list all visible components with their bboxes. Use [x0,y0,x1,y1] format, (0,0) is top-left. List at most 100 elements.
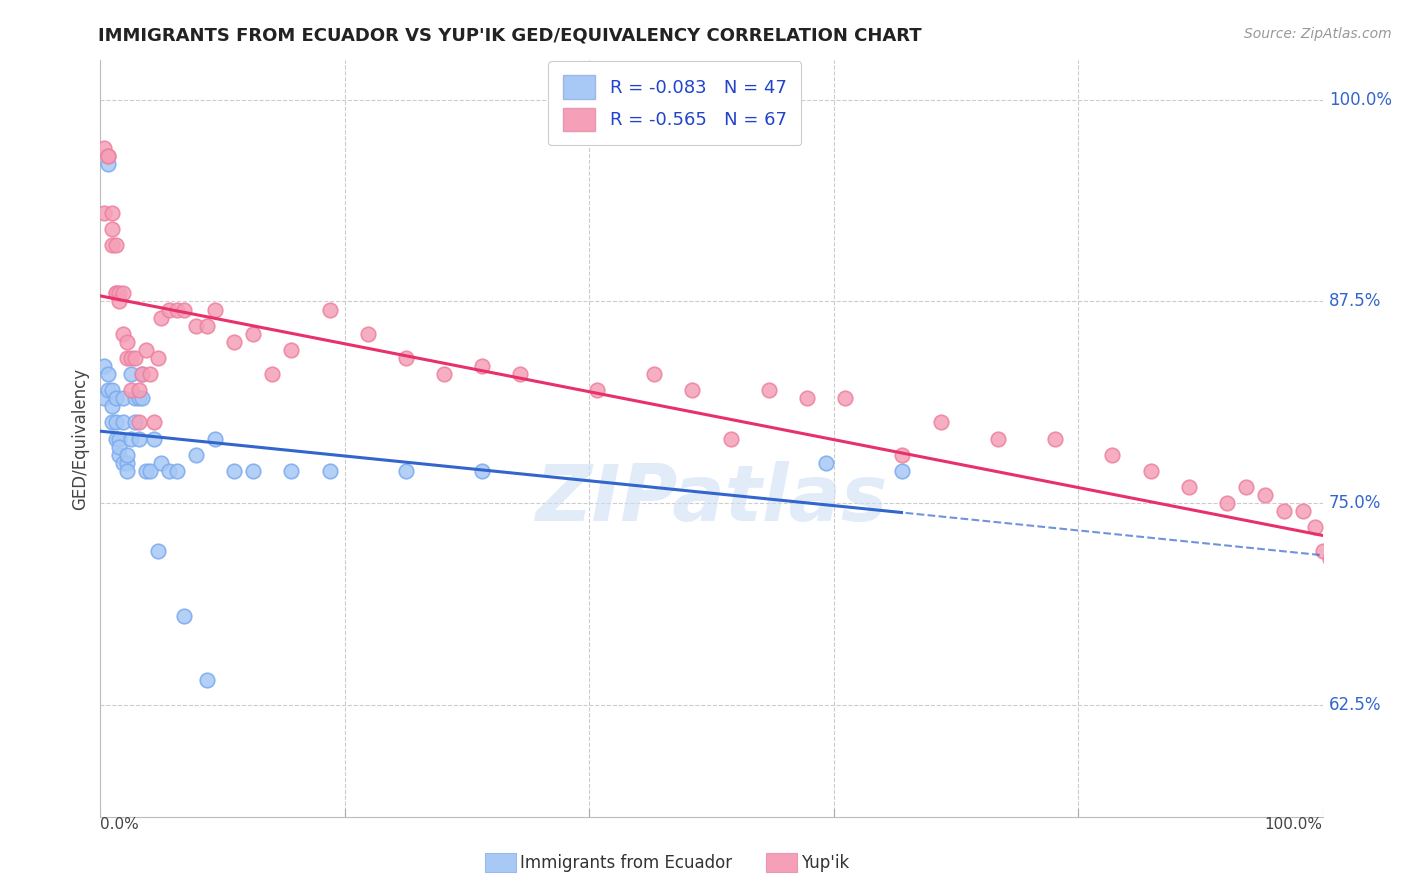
Text: Yup'ik: Yup'ik [801,854,849,871]
Point [1303,520,1326,534]
Point [195,673,218,688]
Point [318,302,340,317]
Point [112,326,135,341]
Point [1330,786,1353,800]
Point [115,334,138,349]
Point [120,367,142,381]
Text: 100.0%: 100.0% [1329,91,1392,109]
Point [280,343,302,357]
Point [139,464,162,478]
Point [97,157,120,171]
Point [891,448,914,462]
Point [1178,480,1201,494]
Point [131,391,153,405]
Text: 75.0%: 75.0% [1329,494,1381,512]
Point [166,302,188,317]
Point [796,391,818,405]
Point [93,391,115,405]
Point [318,464,340,478]
Point [108,440,131,454]
Point [242,464,264,478]
Point [101,383,124,397]
Point [146,544,169,558]
Point [471,359,494,373]
Point [891,464,914,478]
Point [1234,480,1257,494]
Point [97,367,120,381]
Point [104,286,127,301]
Point [128,416,150,430]
Point [1319,552,1341,566]
Point [173,302,195,317]
Point [108,294,131,309]
Point [101,222,124,236]
Point [222,334,245,349]
Point [97,383,120,397]
Point [184,448,207,462]
Point [142,416,165,430]
Point [93,206,115,220]
Point [131,367,153,381]
Point [135,343,157,357]
Point [101,238,124,252]
Point [128,432,150,446]
Point [222,464,245,478]
Legend: R = -0.083   N = 47, R = -0.565   N = 67: R = -0.083 N = 47, R = -0.565 N = 67 [548,61,801,145]
Text: IMMIGRANTS FROM ECUADOR VS YUP'IK GED/EQUIVALENCY CORRELATION CHART: IMMIGRANTS FROM ECUADOR VS YUP'IK GED/EQ… [98,27,922,45]
Point [104,391,127,405]
Point [108,432,131,446]
Point [115,456,138,470]
Point [97,149,120,163]
Text: Immigrants from Ecuador: Immigrants from Ecuador [520,854,733,871]
Point [1323,568,1346,582]
Point [1216,496,1239,510]
Y-axis label: GED/Equivalency: GED/Equivalency [72,368,89,509]
Point [262,367,284,381]
Point [586,383,609,397]
Point [139,367,162,381]
Point [128,391,150,405]
Point [184,318,207,333]
Point [471,464,494,478]
Point [115,464,138,478]
Point [157,302,180,317]
Point [929,416,952,430]
Point [120,351,142,365]
Point [112,286,135,301]
Point [112,391,135,405]
Point [115,448,138,462]
Point [135,464,157,478]
Text: 0.0%: 0.0% [100,817,139,832]
Text: 87.5%: 87.5% [1329,293,1381,310]
Point [142,432,165,446]
Point [97,149,120,163]
Point [112,456,135,470]
Point [173,608,195,623]
Point [104,432,127,446]
Point [120,383,142,397]
Point [720,432,742,446]
Text: Source: ZipAtlas.com: Source: ZipAtlas.com [1244,27,1392,41]
Point [357,326,380,341]
Point [1139,464,1161,478]
Point [815,456,838,470]
Point [834,391,856,405]
Point [93,359,115,373]
Point [104,416,127,430]
Point [280,464,302,478]
Point [150,456,173,470]
Point [1254,488,1277,502]
Text: 62.5%: 62.5% [1329,696,1381,714]
Point [1312,544,1334,558]
Point [395,351,418,365]
Point [242,326,264,341]
Point [433,367,456,381]
Point [395,464,418,478]
Point [1272,504,1295,518]
Point [643,367,665,381]
Point [112,416,135,430]
Point [150,310,173,325]
Point [104,286,127,301]
Point [124,416,146,430]
Point [146,351,169,365]
